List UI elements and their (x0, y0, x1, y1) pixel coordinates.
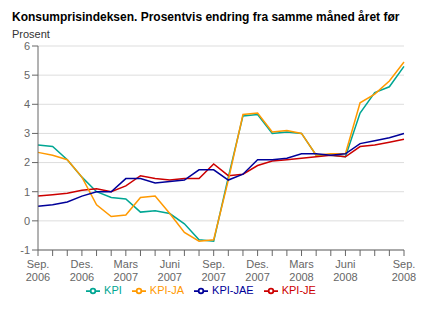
svg-text:Juni2008: Juni2008 (333, 258, 357, 283)
svg-text:1: 1 (24, 186, 30, 198)
svg-text:5: 5 (24, 69, 30, 81)
svg-text:Sep.2007: Sep.2007 (201, 258, 225, 283)
svg-text:4: 4 (24, 98, 30, 110)
svg-text:Juni2007: Juni2007 (158, 258, 182, 283)
svg-text:Mars2007: Mars2007 (114, 258, 139, 283)
svg-text:Des.2006: Des.2006 (70, 258, 94, 283)
html-text:KPI-JA: KPI-JA (149, 284, 185, 296)
svg-text:-1: -1 (20, 244, 30, 256)
html-text:KPI: KPI (104, 284, 122, 296)
svg-text:Sep.2008: Sep.2008 (392, 258, 416, 283)
html-text:KPI-JE: KPI-JE (281, 284, 316, 296)
svg-text:3: 3 (24, 127, 30, 139)
svg-text:2: 2 (24, 156, 30, 168)
html-text:Prosent: Prosent (12, 28, 50, 40)
svg-text:Sep.2006: Sep.2006 (26, 258, 50, 283)
svg-text:Des.2007: Des.2007 (245, 258, 269, 283)
svg-text:6: 6 (24, 40, 30, 52)
svg-text:0: 0 (24, 215, 30, 227)
html-text:KPI-JAE: KPI-JAE (212, 284, 254, 296)
svg-text:Mars2008: Mars2008 (289, 258, 314, 283)
html-text:Konsumprisindeksen. Prosentvis: Konsumprisindeksen. Prosentvis endring f… (12, 10, 400, 24)
